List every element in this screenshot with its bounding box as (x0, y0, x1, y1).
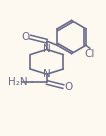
Text: N: N (43, 44, 51, 54)
Text: O: O (64, 82, 73, 92)
Text: H₂N: H₂N (8, 77, 28, 87)
Text: Cl: Cl (84, 49, 94, 59)
Text: O: O (22, 32, 30, 41)
Text: N: N (43, 69, 51, 79)
